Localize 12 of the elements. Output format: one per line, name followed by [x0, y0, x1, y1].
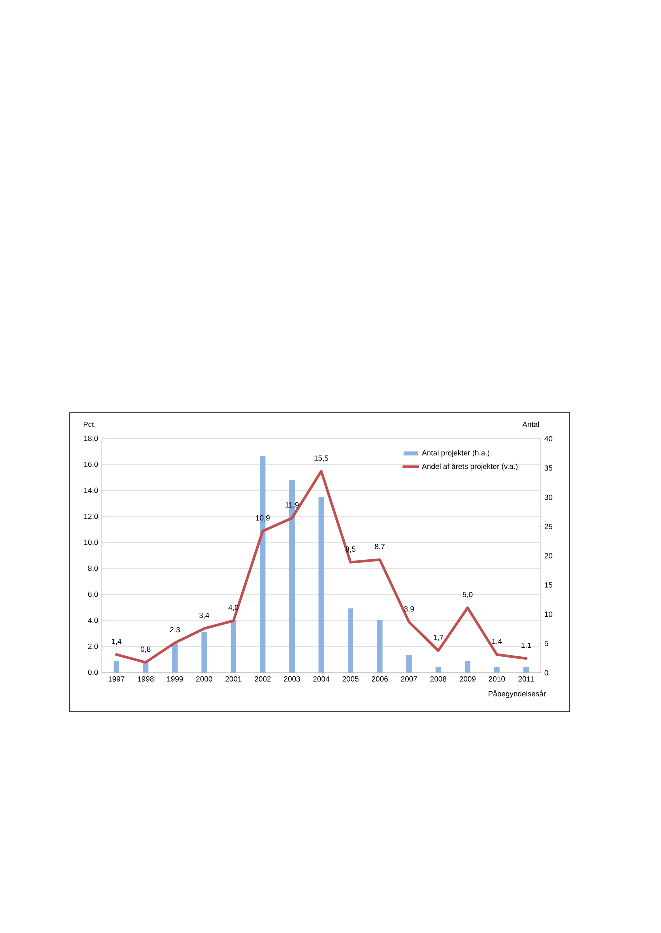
bar [348, 608, 354, 673]
bar [202, 632, 208, 673]
bar [318, 498, 324, 673]
bar [494, 667, 500, 673]
bar [114, 661, 120, 673]
bar [436, 667, 442, 673]
bar [377, 620, 383, 673]
bar [172, 644, 178, 673]
bar [406, 655, 412, 673]
bar [230, 620, 236, 673]
bar [524, 667, 530, 673]
bar [465, 661, 471, 673]
